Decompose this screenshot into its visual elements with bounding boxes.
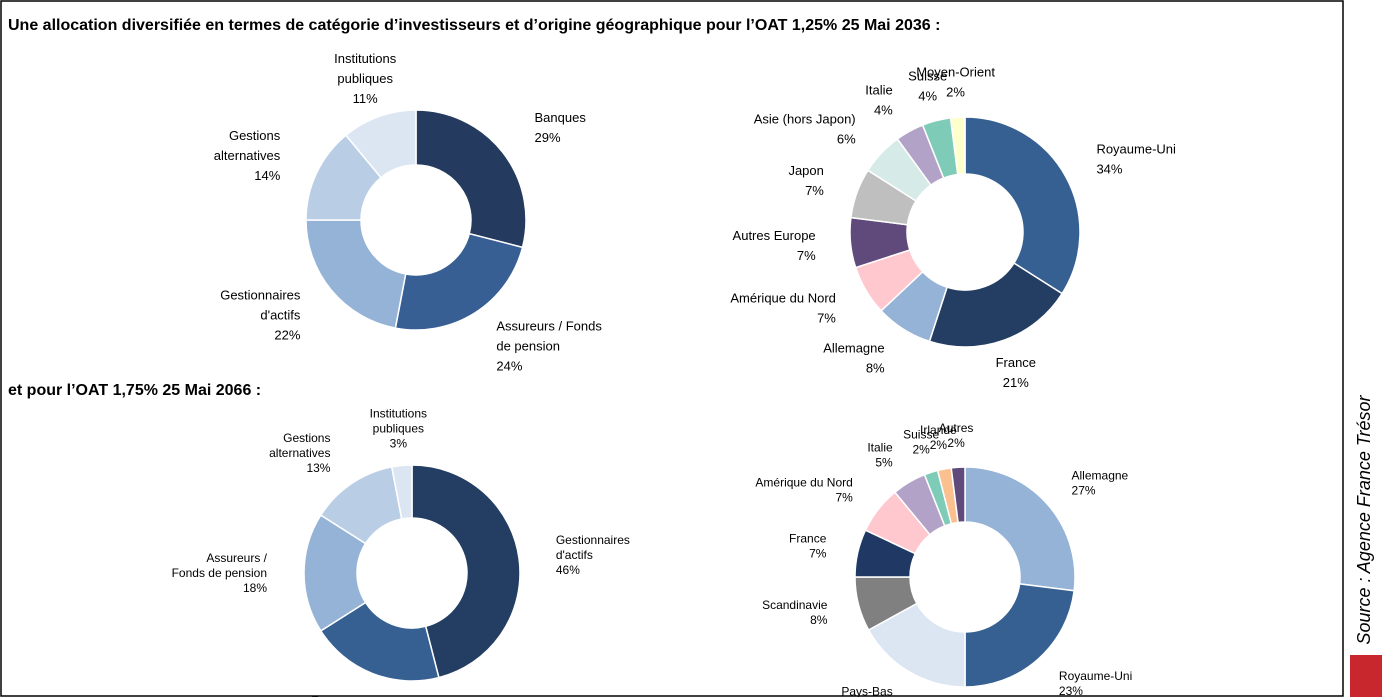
slice-label: Assureurs / Fonds de pension — [496, 319, 602, 354]
slice-label: Allemagne — [823, 341, 884, 356]
donut-slice — [394, 232, 524, 331]
value-label: 27% — [1072, 484, 1096, 498]
slice-label: Gestions alternatives — [214, 128, 281, 163]
donut-slice — [305, 219, 407, 329]
slice-label: Assureurs / Fonds de pension — [172, 551, 268, 580]
value-label: 2% — [946, 84, 965, 99]
heading: Une allocation diversifiée en termes de … — [8, 17, 940, 34]
value-label: 7% — [809, 547, 827, 561]
donut-slice — [964, 116, 1081, 295]
slice-label: Amérique du Nord — [755, 475, 852, 489]
value-label: 7% — [805, 183, 824, 198]
slice-label: Institutions publiques — [370, 407, 427, 436]
slice-label: Institutions publiques — [334, 51, 397, 86]
slice-label: Royaume-Uni — [1096, 142, 1176, 157]
value-label: 3% — [390, 437, 408, 451]
logo-block — [1350, 655, 1382, 697]
slice-label: Gestions alternatives — [269, 431, 330, 460]
source: Source : Agence France Trésor — [1354, 394, 1374, 644]
slice-label: Scandinavie — [762, 598, 828, 612]
slice-label: Moyen-Orient — [916, 64, 995, 79]
slice-label: Autres Europe — [733, 228, 816, 243]
donut-slice — [964, 583, 1075, 688]
slice-label: Italie — [865, 83, 892, 98]
value-label: 14% — [254, 168, 280, 183]
slice-label: France — [789, 532, 827, 546]
donut-slice — [964, 466, 1076, 592]
value-label: 21% — [1003, 375, 1029, 390]
value-label: 29% — [535, 130, 561, 145]
slice-label: Pays-Bas — [841, 685, 892, 697]
slice-label: Japon — [788, 163, 823, 178]
slice-label: Amérique du Nord — [730, 290, 836, 305]
value-label: 7% — [817, 310, 836, 325]
donut-slice — [344, 109, 417, 179]
donut-slice — [411, 464, 521, 679]
donut-slice — [950, 466, 966, 524]
value-label: 8% — [810, 613, 828, 627]
value-label: 2% — [947, 436, 965, 450]
value-label: 13% — [306, 461, 330, 475]
value-label: 24% — [496, 359, 522, 374]
slice-label: Royaume-Uni — [1059, 669, 1132, 683]
slice-label: Banques — [311, 693, 358, 697]
value-label: 7% — [797, 248, 816, 263]
slice-label: France — [996, 355, 1036, 370]
frame — [0, 0, 1344, 697]
value-label: 2% — [930, 438, 948, 452]
heading: et pour l’OAT 1,75% 25 Mai 2066 : — [8, 382, 261, 399]
value-label: 2% — [912, 442, 930, 456]
slice-label: Autres — [939, 421, 974, 435]
value-label: 4% — [918, 89, 937, 104]
slice-label: Irlande — [920, 423, 957, 437]
value-label: 34% — [1096, 162, 1122, 177]
value-label: 5% — [875, 455, 893, 469]
donut-slice — [949, 116, 966, 176]
donut-slice — [390, 464, 413, 520]
slice-label: Italie — [867, 440, 893, 454]
value-label: 23% — [1059, 684, 1083, 697]
slice-label: Gestionnaires d'actifs — [220, 288, 301, 323]
slice-label: Gestionnaires d'actifs — [556, 533, 630, 562]
donut-slice — [415, 109, 527, 249]
value-label: 4% — [874, 103, 893, 118]
slice-label: Suisse — [903, 427, 939, 441]
slice-label: Banques — [535, 110, 587, 125]
value-label: 46% — [556, 563, 580, 577]
value-label: 18% — [243, 581, 267, 595]
value-label: 8% — [866, 361, 885, 376]
slice-label: Suisse — [908, 69, 947, 84]
value-label: 7% — [835, 490, 853, 504]
value-label: 22% — [274, 328, 300, 343]
slice-label: Asie (hors Japon) — [754, 111, 856, 126]
slice-label: Allemagne — [1072, 469, 1129, 483]
value-label: 6% — [837, 131, 856, 146]
value-label: 11% — [353, 91, 378, 106]
